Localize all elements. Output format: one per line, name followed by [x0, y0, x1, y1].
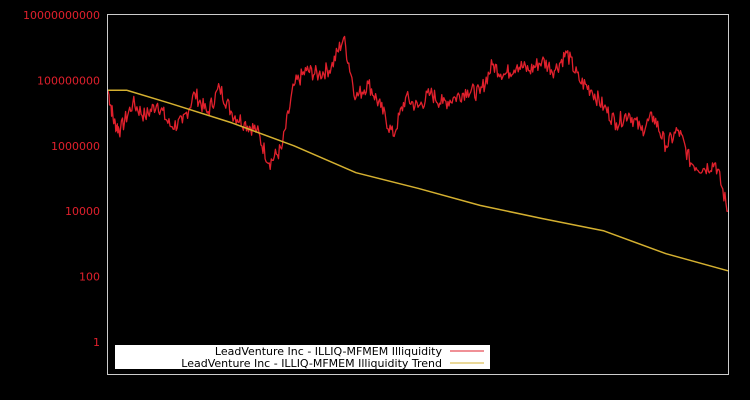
y-tick-label: 10000: [65, 205, 100, 218]
y-axis-ticks: 10000000000 100000000 1000000 10000 100 1: [23, 9, 100, 349]
y-tick-label: 10000000000: [23, 9, 100, 22]
illiquidity-trend-line: [108, 89, 729, 272]
legend-box: [115, 345, 490, 369]
y-tick-label: 100000000: [37, 74, 100, 87]
y-tick-label: 100: [79, 271, 100, 284]
legend-label-illiquidity: LeadVenture Inc - ILLIQ-MFMEM Illiquidit…: [215, 345, 443, 358]
y-tick-label: 1: [93, 336, 100, 349]
legend-label-trend: LeadVenture Inc - ILLIQ-MFMEM Illiquidit…: [181, 357, 442, 370]
plot-series: [107, 35, 729, 272]
y-tick-label: 1000000: [51, 140, 100, 153]
illiquidity-line: [107, 35, 729, 212]
plot-frame: [107, 14, 729, 375]
legend: LeadVenture Inc - ILLIQ-MFMEM Illiquidit…: [115, 345, 490, 370]
